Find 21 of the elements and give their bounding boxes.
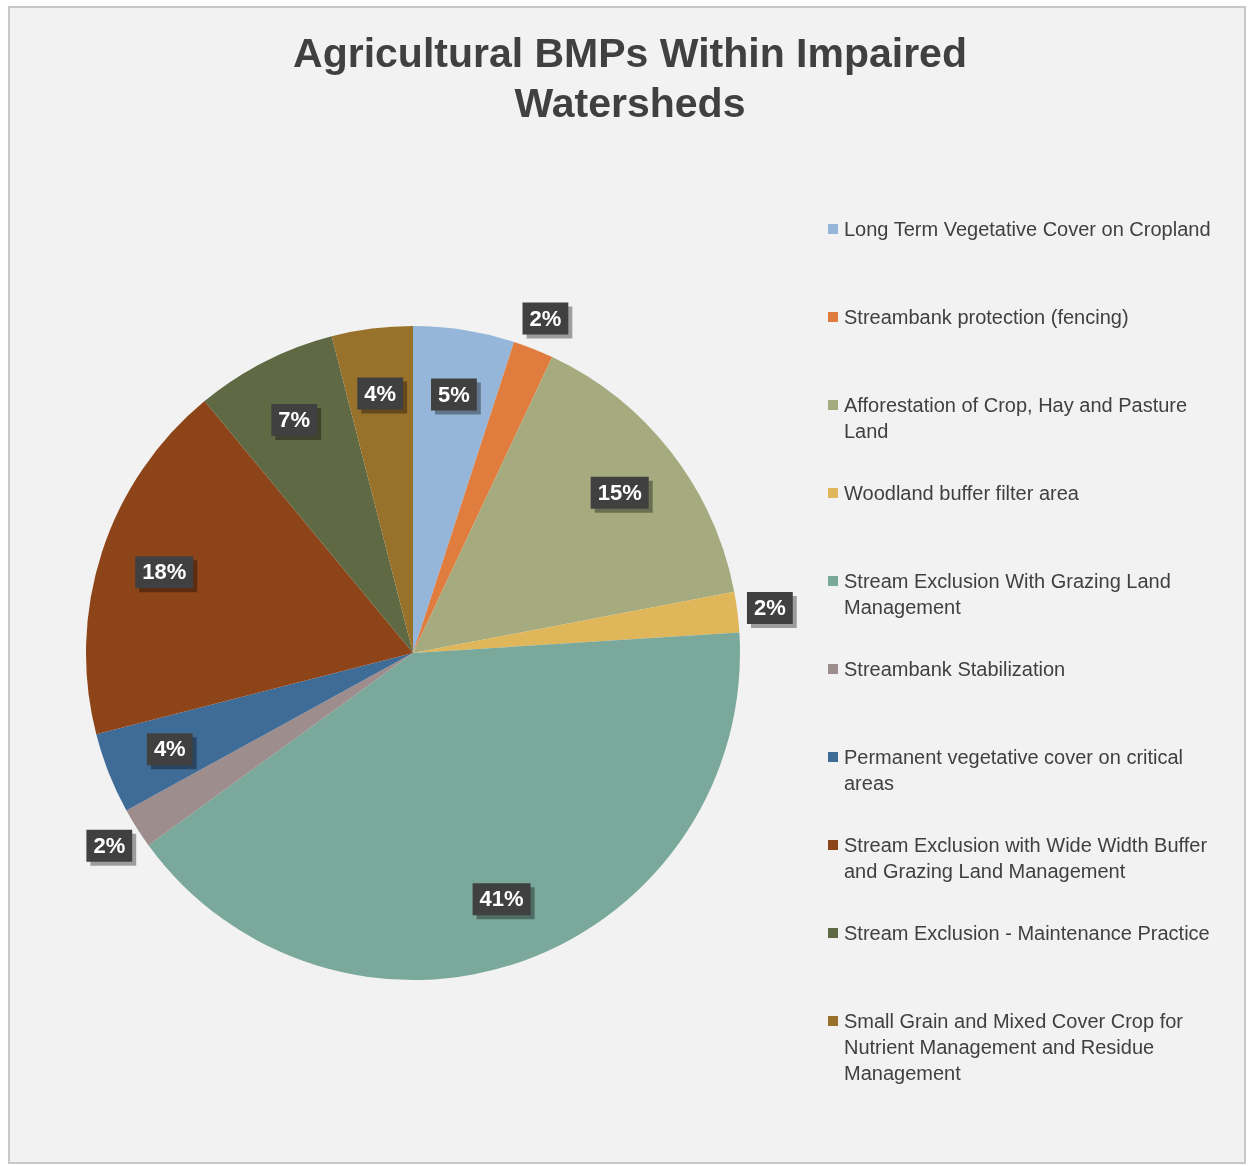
data-label: 2% (93, 832, 126, 858)
data-label: 4% (153, 736, 186, 762)
legend-label: Long Term Vegetative Cover on Cropland (844, 218, 1211, 240)
data-label: 15% (597, 479, 642, 505)
chart-title: Agricultural BMPs Within Impaired Watersheds (292, 29, 968, 128)
legend-label: Streambank protection (fencing) (844, 306, 1129, 328)
legend-label: Woodland buffer filter area (844, 482, 1079, 504)
legend-label: Streambank Stabilization (844, 658, 1066, 680)
data-label: 7% (278, 406, 311, 432)
data-label: 2% (529, 305, 562, 331)
legend-label: Afforestation of Crop, Hay and Pasture Land (844, 394, 1188, 442)
legend-label: Permanent vegetative cover on critical areas (844, 746, 1184, 794)
legend-label: Small Grain and Mixed Cover Crop for Nutrient Management and Residue Management (844, 1010, 1184, 1084)
data-label: 2% (753, 594, 786, 620)
data-label: 4% (364, 380, 397, 406)
legend-label: Stream Exclusion With Grazing Land Management (844, 570, 1171, 618)
legend-label: Stream Exclusion with Wide Width Buffer and Grazing Land Management (844, 834, 1208, 882)
data-label: 5% (438, 381, 470, 407)
data-label: 18% (142, 559, 187, 585)
legend-label: Stream Exclusion - Maintenance Practice (844, 922, 1210, 944)
data-label: 41% (479, 886, 524, 912)
